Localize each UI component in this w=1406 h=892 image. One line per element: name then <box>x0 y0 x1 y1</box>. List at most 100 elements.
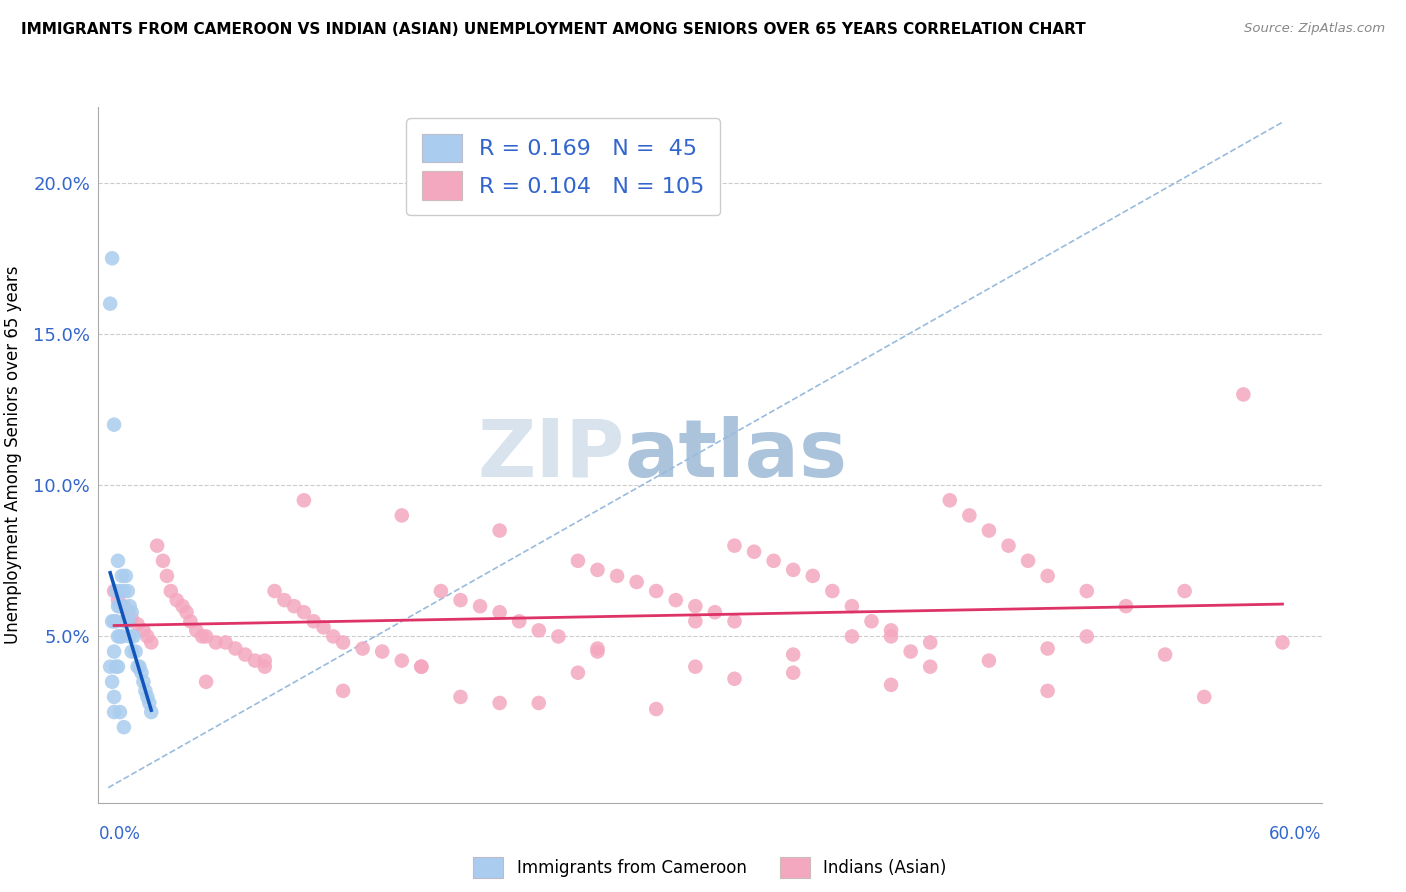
Point <box>586 641 609 656</box>
Point <box>195 629 218 643</box>
Point <box>920 635 942 649</box>
Point <box>112 584 135 599</box>
Point <box>112 615 135 629</box>
Point <box>322 629 344 643</box>
Point <box>131 665 153 680</box>
Point <box>111 629 134 643</box>
Point <box>488 605 510 619</box>
Point <box>103 584 125 599</box>
Point <box>112 720 135 734</box>
Point <box>703 605 725 619</box>
Point <box>977 654 1000 668</box>
Text: 0.0%: 0.0% <box>98 825 141 843</box>
Point <box>332 635 354 649</box>
Point <box>1174 584 1197 599</box>
Point <box>117 615 139 629</box>
Point <box>283 599 305 614</box>
Point <box>977 524 1000 538</box>
Point <box>371 644 394 658</box>
Point <box>112 599 135 614</box>
Point <box>292 493 315 508</box>
Y-axis label: Unemployment Among Seniors over 65 years: Unemployment Among Seniors over 65 years <box>4 266 22 644</box>
Point <box>1154 648 1177 662</box>
Point <box>118 599 141 614</box>
Point <box>450 593 472 607</box>
Point <box>782 563 804 577</box>
Point <box>450 690 472 704</box>
Text: ZIP: ZIP <box>477 416 624 494</box>
Point <box>1192 690 1215 704</box>
Point <box>547 629 569 643</box>
Point <box>121 644 143 658</box>
Point <box>527 624 550 638</box>
Text: atlas: atlas <box>624 416 848 494</box>
Point <box>195 674 218 689</box>
Point <box>468 599 491 614</box>
Point <box>860 615 883 629</box>
Point <box>880 629 903 643</box>
Point <box>1076 584 1098 599</box>
Point <box>880 624 903 638</box>
Point <box>191 629 214 643</box>
Point <box>488 696 510 710</box>
Point <box>132 674 155 689</box>
Point <box>645 584 668 599</box>
Point <box>101 674 124 689</box>
Point <box>138 696 160 710</box>
Point <box>152 554 174 568</box>
Point <box>586 644 609 658</box>
Point <box>111 569 134 583</box>
Point <box>273 593 295 607</box>
Point <box>108 599 131 614</box>
Point <box>105 659 128 673</box>
Point <box>105 584 128 599</box>
Point <box>108 584 131 599</box>
Point <box>141 705 163 719</box>
Point <box>107 554 129 568</box>
Point <box>141 635 163 649</box>
Point <box>606 569 628 583</box>
Point <box>179 615 201 629</box>
Point <box>302 615 325 629</box>
Point <box>121 605 143 619</box>
Point <box>900 644 922 658</box>
Point <box>114 615 136 629</box>
Point <box>117 605 139 619</box>
Point <box>920 659 942 673</box>
Point <box>186 624 208 638</box>
Point <box>176 605 198 619</box>
Point <box>101 252 124 266</box>
Point <box>136 629 159 643</box>
Point <box>352 641 374 656</box>
Point <box>108 629 131 643</box>
Point <box>391 654 413 668</box>
Point <box>214 635 236 649</box>
Point <box>105 615 128 629</box>
Point <box>160 584 183 599</box>
Point <box>645 702 668 716</box>
Point <box>127 659 149 673</box>
Point <box>136 690 159 704</box>
Point <box>205 635 228 649</box>
Point <box>1036 569 1059 583</box>
Point <box>253 659 276 673</box>
Point <box>1271 635 1294 649</box>
Point <box>312 620 335 634</box>
Point <box>103 644 125 658</box>
Point <box>107 659 129 673</box>
Point <box>527 696 550 710</box>
Point <box>166 593 188 607</box>
Point <box>1115 599 1137 614</box>
Point <box>411 659 433 673</box>
Point <box>107 599 129 614</box>
Point <box>253 654 276 668</box>
Point <box>391 508 413 523</box>
Point <box>128 659 150 673</box>
Point <box>108 705 131 719</box>
Point <box>332 684 354 698</box>
Point <box>782 648 804 662</box>
Point <box>98 296 121 310</box>
Point <box>263 584 285 599</box>
Point <box>742 545 765 559</box>
Legend: Immigrants from Cameroon, Indians (Asian): Immigrants from Cameroon, Indians (Asian… <box>467 850 953 885</box>
